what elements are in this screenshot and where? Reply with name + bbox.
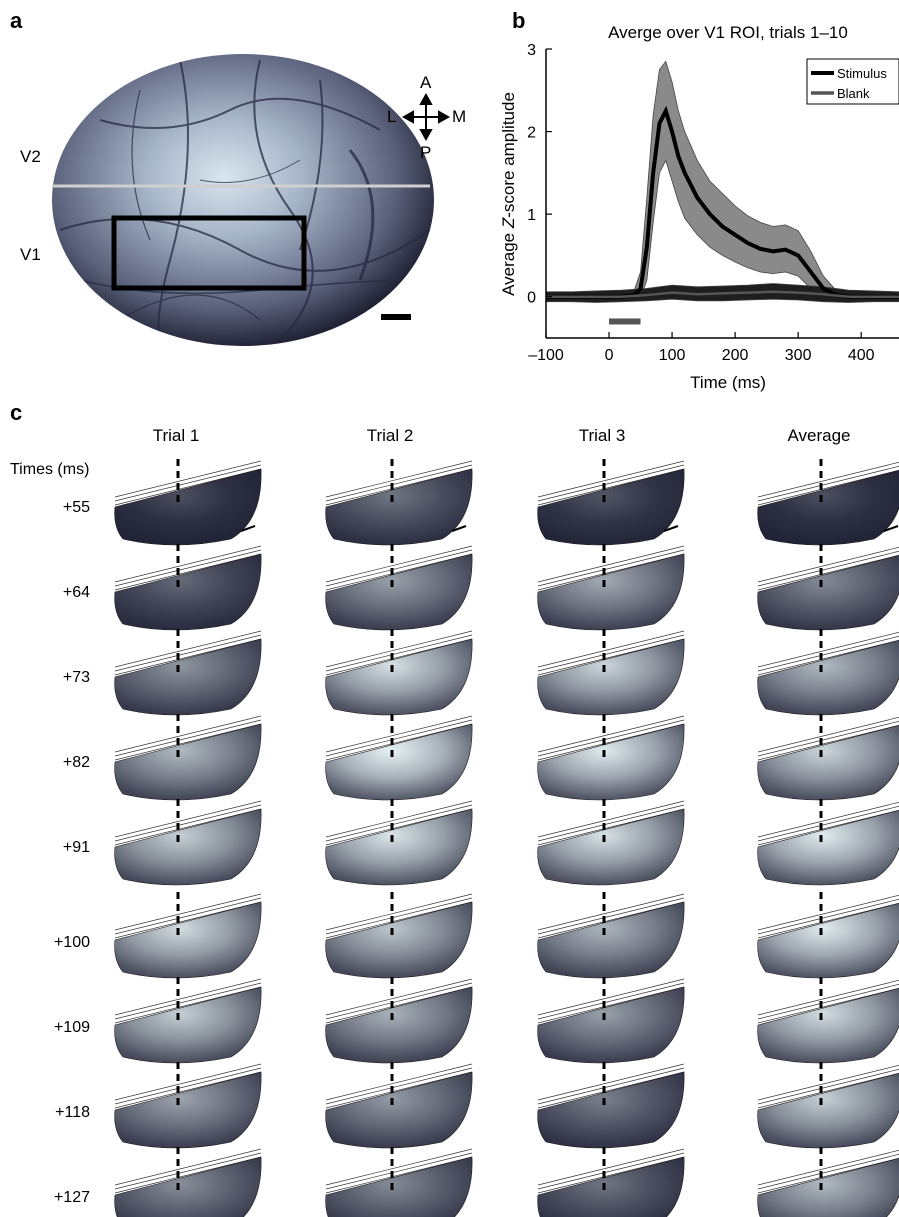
surface-plot <box>757 977 899 1064</box>
chart-y-label: Average Z-score amplitude <box>499 92 518 296</box>
surface-plot <box>537 714 685 801</box>
legend-label-stimulus: Stimulus <box>837 66 887 81</box>
surface-plot <box>537 629 685 716</box>
compass-label-l: L <box>387 107 397 126</box>
time-label: +109 <box>53 1019 90 1036</box>
surface-plot <box>757 892 899 979</box>
region-label-v2: V2 <box>20 147 41 166</box>
compass-icon <box>401 92 451 142</box>
y-tick-label: 0 <box>527 290 536 307</box>
surface-plot <box>537 459 685 546</box>
surface-plot <box>537 544 685 631</box>
x-tick-label: 100 <box>659 347 686 364</box>
surface-plot <box>757 544 899 631</box>
surface-plot <box>114 629 262 716</box>
surface-plot <box>537 977 685 1064</box>
panel-c-label: c <box>10 400 23 425</box>
column-header-trial-1: Trial 1 <box>152 426 200 445</box>
surface-plot <box>537 892 685 979</box>
stimulus-bar <box>609 318 641 325</box>
surface-plot <box>757 1147 899 1217</box>
y-tick-label: 1 <box>527 207 536 224</box>
surface-plot <box>325 459 473 546</box>
surface-plot <box>757 459 899 546</box>
column-header-trial-3: Trial 3 <box>578 426 626 445</box>
y-tick-label: 2 <box>527 125 536 142</box>
legend-box <box>806 58 899 105</box>
y-tick-label: 3 <box>527 42 536 59</box>
surface-plot <box>325 1062 473 1149</box>
x-tick-label: 400 <box>848 347 875 364</box>
surface-plot <box>114 1147 262 1217</box>
surface-plot <box>537 1062 685 1149</box>
column-header-trial-2: Trial 2 <box>366 426 414 445</box>
surface-plot <box>757 714 899 801</box>
surface-plot <box>537 799 685 886</box>
x-tick-label: 200 <box>722 347 749 364</box>
surface-plot <box>757 799 899 886</box>
surface-plot <box>325 892 473 979</box>
surface-plot <box>325 1147 473 1217</box>
time-label: +118 <box>55 1104 90 1121</box>
surface-plot <box>114 459 262 546</box>
panel-a-figure <box>52 54 451 346</box>
band-stimulus <box>545 60 899 302</box>
scale-bar <box>663 525 679 532</box>
line-chart: Averge over V1 ROI, trials 1–10 –100 0 100… <box>499 23 899 392</box>
times-header: Times (ms) <box>10 461 90 478</box>
surface-plot <box>114 799 262 886</box>
time-label: +73 <box>62 669 90 686</box>
time-label: +64 <box>62 584 90 601</box>
x-tick-label: –100 <box>528 347 564 364</box>
time-label: +127 <box>53 1189 90 1206</box>
time-label: +91 <box>62 839 90 856</box>
surface-plot <box>325 544 473 631</box>
compass-label-m: M <box>452 107 467 126</box>
compass-label-a: A <box>420 73 432 92</box>
scale-bar <box>883 525 899 532</box>
time-label: +82 <box>62 754 90 771</box>
surface-plot <box>114 544 262 631</box>
panel-a-label: a <box>10 8 23 33</box>
compass-label-p: P <box>420 143 432 162</box>
surface-plot <box>114 1062 262 1149</box>
chart-x-label: Time (ms) <box>690 373 766 392</box>
chart-title: Averge over V1 ROI, trials 1–10 <box>608 23 848 42</box>
surface-plot <box>325 629 473 716</box>
panel-b-chart: Averge over V1 ROI, trials 1–10 –100 0 100… <box>0 0 899 410</box>
surface-plot <box>757 1062 899 1149</box>
x-tick-label: 300 <box>785 347 812 364</box>
scale-bar <box>240 525 256 532</box>
x-tick-label: 0 <box>605 347 614 364</box>
surface-plot <box>114 714 262 801</box>
scale-bar <box>381 314 411 320</box>
legend-label-blank: Blank <box>837 86 870 101</box>
chart-lines <box>546 105 899 325</box>
surface-plot <box>325 977 473 1064</box>
time-label: +100 <box>53 934 90 951</box>
chart-axes: –100 0 100 200 300 400 0 1 2 3 <box>527 42 899 364</box>
panel-b-label: b <box>512 8 526 33</box>
scale-bar <box>451 525 467 532</box>
column-header-average: Average <box>787 426 851 445</box>
time-label: +55 <box>62 499 90 516</box>
surface-plot <box>114 892 262 979</box>
surface-plot <box>325 714 473 801</box>
surface-plot <box>757 629 899 716</box>
surface-plot <box>114 977 262 1064</box>
chart-legend: Stimulus Blank <box>806 58 899 105</box>
surface-plot <box>537 1147 685 1217</box>
series-line-blank <box>546 290 899 298</box>
v1-roi-box <box>111 215 307 291</box>
surface-plot <box>325 799 473 886</box>
region-label-v1: V1 <box>20 245 41 264</box>
